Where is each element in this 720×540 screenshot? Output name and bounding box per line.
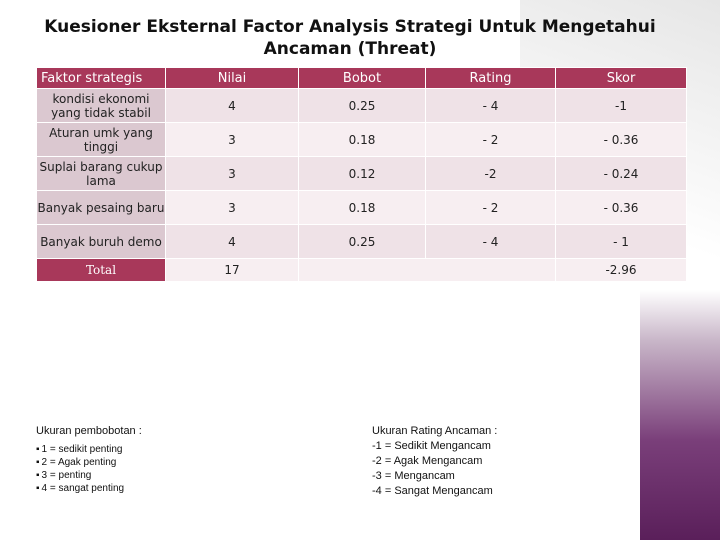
title: Kuesioner Eksternal Factor Analysis Stra… [44, 17, 656, 59]
table-cell: - 0.36 [555, 190, 687, 225]
table-row: kondisi ekonomi yang tidak stabil 4 0.25- … [36, 88, 687, 123]
total-label: Total [36, 258, 166, 282]
side-band [640, 290, 720, 540]
column-header: Nilai [165, 67, 299, 89]
column-header: Faktor strategis [36, 67, 166, 89]
weight-notes: Ukuran pembobotan : 1 = sedikit penting2 … [36, 425, 142, 495]
note-item: -2 = Agak Mengancam [372, 455, 483, 467]
table-cell: - 4 [425, 88, 556, 123]
table-cell: - 1 [555, 224, 687, 259]
note-item: 3 = penting [36, 469, 142, 482]
notes-title: Ukuran pembobotan : [36, 425, 142, 437]
table-cell: Aturan umk yang tinggi [36, 122, 166, 157]
table-row: Aturan umk yang tinggi 3 0.18- 2- 0.36 [36, 122, 687, 157]
table-cell: 4 [165, 88, 299, 123]
table-cell: 0.25 [298, 224, 426, 259]
column-header: Rating [425, 67, 556, 89]
table-cell: - 4 [425, 224, 556, 259]
total-row: Total 17 -2.96 [36, 258, 687, 282]
table-cell: 0.18 [298, 122, 426, 157]
table-cell: - 2 [425, 190, 556, 225]
notes-title: Ukuran Rating Ancaman : [372, 425, 498, 437]
total-skor: -2.96 [555, 258, 687, 282]
note-item: 2 = Agak penting [36, 456, 142, 469]
note-item: -1 = Sedikit Mengancam [372, 440, 491, 452]
table-cell: 0.18 [298, 190, 426, 225]
table-cell: 4 [165, 224, 299, 259]
table-cell: 3 [165, 156, 299, 191]
table-cell: kondisi ekonomi yang tidak stabil [36, 88, 166, 123]
table-cell: - 0.36 [555, 122, 687, 157]
column-header: Bobot [298, 67, 426, 89]
table-cell: Banyak buruh demo [36, 224, 166, 259]
table-row: Suplai barang cukup lama 3 0.12 -2- 0.24 [36, 156, 687, 191]
table-cell: - 0.24 [555, 156, 687, 191]
table-cell: 0.12 [298, 156, 426, 191]
table-cell: Suplai barang cukup lama [36, 156, 166, 191]
table-row: Banyak buruh demo 4 0.25- 4- 1 [36, 224, 687, 259]
table-cell: - 2 [425, 122, 556, 157]
column-header: Skor [555, 67, 687, 89]
table-cell: 3 [165, 190, 299, 225]
table-cell: -2 [425, 156, 556, 191]
table-cell: Banyak pesaing baru [36, 190, 166, 225]
note-item: 1 = sedikit penting [36, 443, 142, 456]
note-item: -4 = Sangat Mengancam [372, 485, 493, 497]
table-cell: 0.25 [298, 88, 426, 123]
empty-cell [298, 258, 556, 282]
header-row: Faktor strategis Nilai Bobot Rating Skor [36, 67, 687, 89]
total-nilai: 17 [165, 258, 299, 282]
note-item: -3 = Mengancam [372, 470, 455, 482]
table-cell: -1 [555, 88, 687, 123]
efa-table: Faktor strategis Nilai Bobot Rating Skor kon… [36, 67, 687, 282]
note-item: 4 = sangat penting [36, 482, 142, 495]
table-cell: 3 [165, 122, 299, 157]
table-row: Banyak pesaing baru 3 0.18- 2- 0.36 [36, 190, 687, 225]
rating-notes: Ukuran Rating Ancaman : -1 = Sedikit Meng… [372, 425, 497, 499]
